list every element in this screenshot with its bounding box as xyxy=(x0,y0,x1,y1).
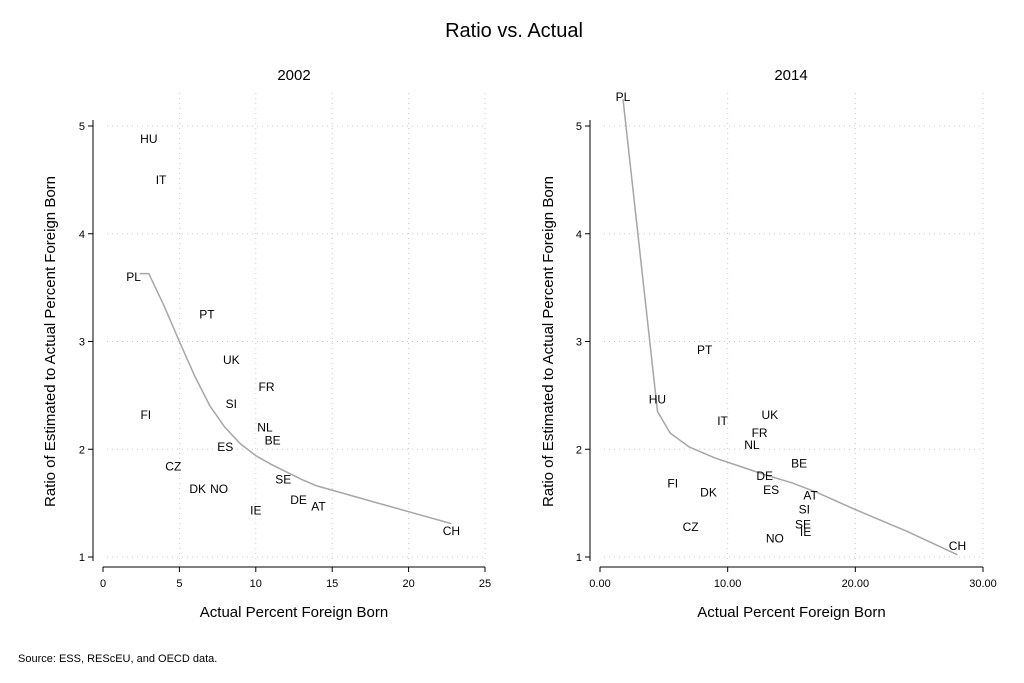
y-tick-label: 1 xyxy=(576,552,582,564)
point-label-ch: CH xyxy=(949,539,966,553)
x-tick-label: 15 xyxy=(326,578,338,590)
y-tick-label: 5 xyxy=(576,121,582,133)
point-label-at: AT xyxy=(311,499,326,513)
point-label-si: SI xyxy=(799,503,810,517)
point-label-uk: UK xyxy=(761,408,778,422)
point-label-at: AT xyxy=(803,489,818,503)
y-tick-label: 3 xyxy=(79,337,85,349)
y-tick-label: 1 xyxy=(79,552,85,564)
point-label-no: NO xyxy=(766,532,784,546)
y-tick-label: 2 xyxy=(576,444,582,456)
point-label-ie: IE xyxy=(800,525,811,539)
point-label-ch: CH xyxy=(443,524,460,538)
panel-2014: 2014 0.00 10.00 20.00 30.00 1 2 3 4 5 Actual Perce… xyxy=(540,67,997,621)
point-label-no: NO xyxy=(210,482,228,496)
point-label-se: SE xyxy=(795,518,811,532)
point-label-ie: IE xyxy=(250,504,261,518)
y-tick-label: 3 xyxy=(576,337,582,349)
y-axis-label: Ratio of Estimated to Actual Percent For… xyxy=(42,176,59,507)
point-label-hu: HU xyxy=(140,132,157,146)
point-label-de: DE xyxy=(290,493,307,507)
panel-title: 2002 xyxy=(277,67,310,84)
x-tick-label: 10.00 xyxy=(714,578,742,590)
y-tick-label: 2 xyxy=(79,444,85,456)
x-axis-label: Actual Percent Foreign Born xyxy=(200,604,388,621)
x-tick-label: 30.00 xyxy=(969,578,997,590)
source-note: Source: ESS, REScEU, and OECD data. xyxy=(18,653,217,665)
x-tick-label: 5 xyxy=(176,578,182,590)
point-label-uk: UK xyxy=(223,353,240,367)
figure-title: Ratio vs. Actual xyxy=(445,20,583,42)
x-tick-label: 0.00 xyxy=(589,578,610,590)
point-label-be: BE xyxy=(791,456,807,470)
panel-2002: 2002 0 5 10 15 20 25 1 2 3 4 5 Actual Percent Foreig… xyxy=(42,67,491,621)
point-label-pt: PT xyxy=(199,308,215,322)
point-label-it: IT xyxy=(156,173,167,187)
point-label-es: ES xyxy=(763,483,779,497)
point-label-nl: NL xyxy=(744,438,760,452)
fit-line xyxy=(139,272,452,525)
point-label-cz: CZ xyxy=(683,520,699,534)
point-label-de: DE xyxy=(756,469,773,483)
point-label-es: ES xyxy=(217,440,233,454)
point-label-it: IT xyxy=(717,414,728,428)
y-tick-label: 4 xyxy=(79,229,85,241)
point-label-dk: DK xyxy=(700,485,717,499)
x-tick-label: 20 xyxy=(402,578,414,590)
point-label-se: SE xyxy=(275,472,291,486)
point-label-be: BE xyxy=(265,434,281,448)
fit-line xyxy=(622,99,958,556)
point-label-dk: DK xyxy=(189,482,206,496)
point-label-pt: PT xyxy=(697,343,713,357)
y-tick-label: 5 xyxy=(79,121,85,133)
point-label-nl: NL xyxy=(257,421,273,435)
panel-title: 2014 xyxy=(774,67,807,84)
point-label-fi: FI xyxy=(140,408,151,422)
point-label-si: SI xyxy=(226,397,237,411)
x-tick-label: 20.00 xyxy=(842,578,870,590)
point-label-pl: PL xyxy=(126,270,141,284)
y-axis-label: Ratio of Estimated to Actual Percent For… xyxy=(540,176,557,507)
point-label-fr: FR xyxy=(752,426,768,440)
x-tick-label: 0 xyxy=(100,578,106,590)
point-label-pl: PL xyxy=(616,90,631,104)
point-label-hu: HU xyxy=(649,393,666,407)
x-tick-label: 25 xyxy=(479,578,491,590)
y-tick-label: 4 xyxy=(576,229,582,241)
point-label-fi: FI xyxy=(667,477,678,491)
x-tick-label: 10 xyxy=(250,578,262,590)
point-label-cz: CZ xyxy=(165,459,181,473)
point-label-fr: FR xyxy=(258,380,274,394)
x-axis-label: Actual Percent Foreign Born xyxy=(697,604,885,621)
